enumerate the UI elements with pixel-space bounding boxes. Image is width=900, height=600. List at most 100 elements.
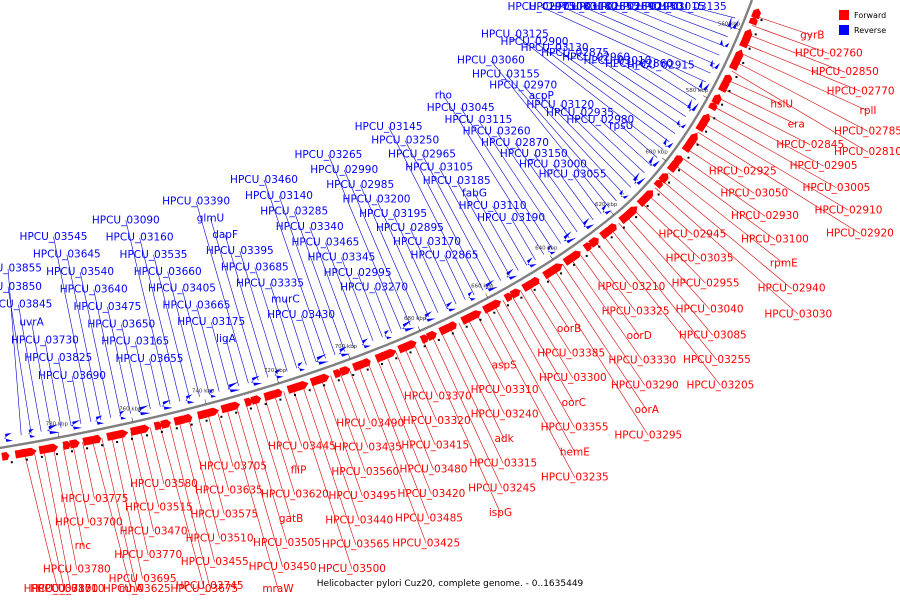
- segment-mark: [86, 447, 89, 450]
- segment-mark: [10, 461, 13, 464]
- forward-gene-label: HPCU_03480: [400, 464, 468, 476]
- reverse-connector-line: [492, 205, 528, 266]
- segment-mark: [735, 76, 738, 78]
- scale-tick-mark: [610, 211, 615, 216]
- forward-gene-feature: [711, 94, 722, 106]
- reverse-gene-feature: [709, 59, 720, 70]
- forward-connector-line: [661, 180, 792, 289]
- reverse-gene-label: HPCU_03145: [355, 121, 423, 133]
- legend: Forward Reverse: [839, 10, 886, 35]
- reverse-gene-label: HPCU_03185: [423, 175, 491, 187]
- forward-connector-line: [72, 443, 90, 523]
- forward-connector-line: [385, 354, 434, 470]
- segment-mark: [25, 458, 28, 461]
- reverse-gene-label: uvrA: [19, 317, 44, 329]
- reverse-connector-line: [31, 322, 52, 430]
- scale-tick-mark: [276, 378, 279, 384]
- segment-mark: [451, 332, 454, 335]
- forward-gene-label: hslU: [770, 98, 793, 110]
- reverse-gene-label: HPCU_03650: [87, 318, 155, 330]
- forward-connector-line: [578, 252, 640, 336]
- forward-gene-feature: [381, 348, 397, 360]
- reverse-gene-label: HPCU_02995: [324, 267, 392, 279]
- reverse-gene-label: HPCU_03730: [11, 335, 79, 347]
- reverse-connector-line: [18, 304, 42, 432]
- reverse-connector-line: [505, 74, 617, 202]
- forward-gene-label: era: [788, 118, 805, 130]
- reverse-gene-feature: [506, 268, 518, 280]
- genome-backbone-arc: [0, 0, 754, 450]
- forward-gene-label: HPCU_02945: [658, 229, 726, 241]
- reverse-connector-line: [572, 174, 602, 214]
- reverse-connector-line: [443, 95, 545, 255]
- forward-gene-label: HPCU_02940: [758, 283, 826, 295]
- forward-gene-label: HPCU_03800: [30, 583, 98, 595]
- forward-connector-line: [602, 235, 721, 386]
- reverse-connector-line: [278, 195, 336, 356]
- forward-connector-line: [449, 326, 505, 440]
- forward-gene-label: ispG: [489, 507, 512, 519]
- forward-gene-label: HPCU_03510: [186, 532, 254, 544]
- reverse-gene-feature: [338, 346, 350, 357]
- forward-connector-line: [101, 438, 138, 590]
- forward-gene-label: HPCU_03210: [597, 281, 665, 293]
- reverse-gene-label: murC: [271, 293, 300, 305]
- reverse-gene-feature: [161, 399, 173, 410]
- forward-gene-label: HPCU_03085: [679, 329, 747, 341]
- scale-tick-mark: [131, 417, 134, 423]
- reverse-gene-label: HPCU_02965: [388, 148, 456, 160]
- forward-connector-line: [254, 399, 292, 519]
- segment-mark: [352, 374, 355, 376]
- forward-connector-line: [570, 258, 643, 361]
- reverse-gene-feature: [582, 217, 595, 230]
- forward-connector-line: [511, 295, 575, 403]
- segment-mark: [40, 455, 43, 458]
- reverse-gene-feature: [547, 245, 556, 255]
- forward-connector-line: [485, 309, 576, 478]
- reverse-connector-line: [343, 169, 411, 326]
- segment-mark: [610, 236, 613, 239]
- forward-gene-label: HPCU_03455: [181, 556, 249, 568]
- forward-gene-feature: [339, 366, 351, 376]
- reverse-gene-label: HPCU_03540: [46, 266, 114, 278]
- forward-gene-label: HPCU_03490: [336, 417, 404, 429]
- forward-gene-feature: [673, 155, 684, 165]
- segment-mark: [678, 169, 680, 172]
- forward-connector-line: [493, 304, 576, 453]
- scale-tick-mark: [485, 293, 489, 299]
- genome-caption: Helicobacter pylori Cuz20, complete geno…: [317, 579, 584, 589]
- reverse-gene-label: HPCU_03195: [359, 208, 427, 220]
- forward-gene-label: HPCU_03255: [683, 354, 751, 366]
- forward-gene-label: HPCU_03775: [61, 493, 129, 505]
- forward-connector-line: [197, 415, 225, 515]
- reverse-gene-feature: [563, 231, 577, 244]
- forward-gene-label: HPCU_03040: [676, 303, 744, 315]
- forward-gene-feature: [69, 439, 80, 449]
- forward-gene-feature: [748, 17, 758, 26]
- segment-mark: [479, 318, 482, 321]
- reverse-gene-label: glmU: [197, 212, 225, 224]
- reverse-connector-line: [44, 340, 62, 428]
- forward-connector-line: [751, 25, 829, 54]
- forward-connector-line: [367, 361, 430, 519]
- forward-gene-label: HPCU_02910: [815, 204, 883, 216]
- segment-mark: [713, 117, 716, 120]
- segment-mark: [381, 363, 383, 365]
- forward-gene-label: HPCU_03675: [170, 583, 238, 595]
- forward-connector-line: [82, 442, 95, 499]
- forward-connector-line: [264, 397, 296, 495]
- reverse-gene-label: HPCU_02970: [489, 80, 557, 92]
- reverse-connector-line: [490, 60, 610, 208]
- reverse-gene-label: HPCU_02890: [593, 1, 661, 13]
- reverse-connector-line: [107, 306, 131, 414]
- reverse-gene-label: HPCU_03250: [371, 135, 439, 147]
- reverse-connector-line: [533, 153, 586, 227]
- reverse-connector-line: [125, 220, 171, 405]
- forward-gene-label: HPCU_03440: [325, 514, 393, 526]
- segment-mark: [760, 19, 763, 22]
- forward-connector-line: [53, 447, 78, 570]
- reverse-gene-feature: [227, 382, 241, 393]
- forward-connector-line: [130, 431, 154, 532]
- forward-gene-feature: [419, 334, 429, 344]
